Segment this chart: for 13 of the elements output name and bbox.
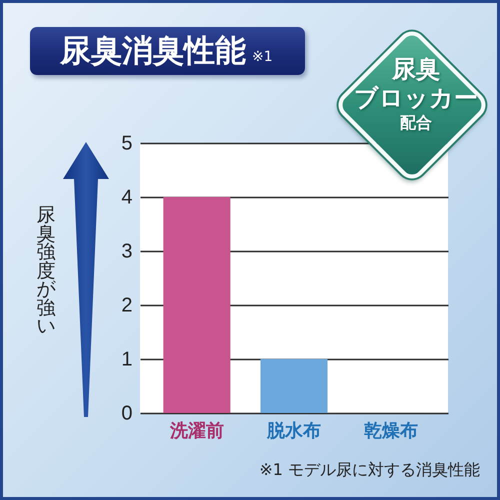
x-tick-label: 脱水布 <box>266 420 321 442</box>
y-tick-label: 5 <box>121 132 132 154</box>
y-tick-label: 3 <box>121 240 132 262</box>
x-tick-label: 洗濯前 <box>168 420 224 442</box>
chart-title: 尿臭消臭性能 ※1 <box>60 33 273 69</box>
y-tick-label: 2 <box>121 294 132 316</box>
x-tick-label: 乾燥布 <box>364 420 418 442</box>
y-tick-label: 4 <box>121 186 132 208</box>
text: 尿臭ブロッカー配合 <box>353 55 479 133</box>
y-tick-label: 1 <box>121 348 132 370</box>
y-tick-label: 0 <box>121 402 132 424</box>
text: ※1 モデル尿に対する消臭性能 <box>259 460 480 481</box>
y-axis-title: 尿臭強度が強い <box>36 204 57 337</box>
